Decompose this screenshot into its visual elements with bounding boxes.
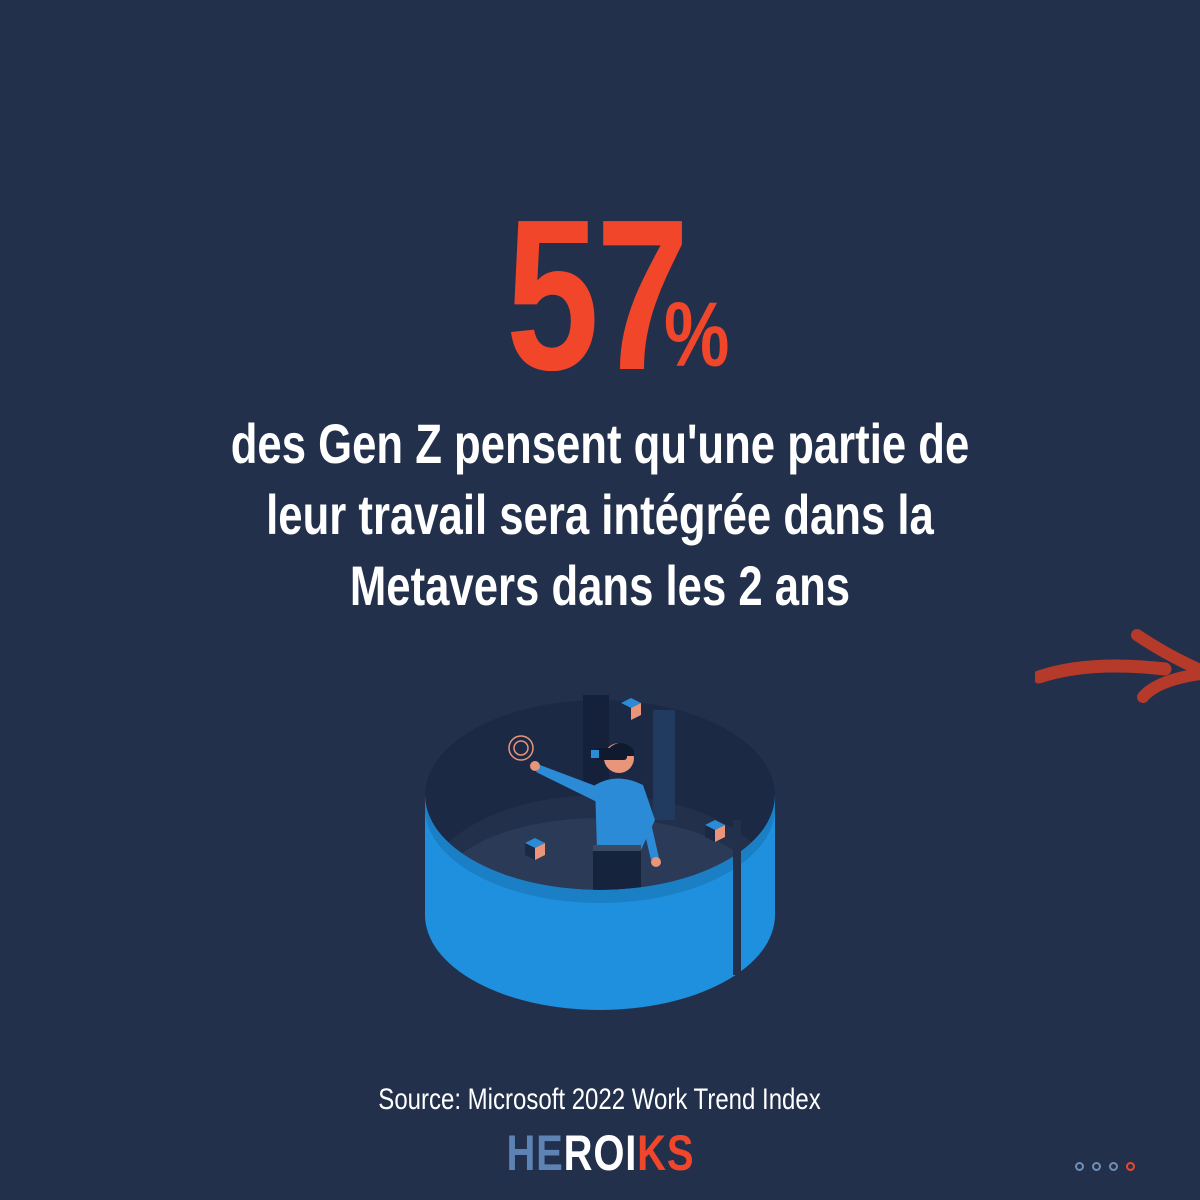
headline-line: des Gen Z pensent qu'une partie de — [230, 412, 970, 475]
page-dot-active[interactable] — [1126, 1162, 1135, 1171]
stat-percentage: 57% — [0, 174, 1200, 415]
arrow-right-icon[interactable] — [1035, 625, 1200, 705]
headline-line: leur travail sera intégrée dans la — [266, 483, 934, 546]
stat-unit: % — [663, 284, 730, 386]
stat-value: 57 — [505, 174, 688, 415]
logo-part-roi: ROI — [563, 1125, 637, 1181]
vr-person-in-cylinder-illustration — [425, 695, 775, 1010]
source-text: Source: Microsoft 2022 Work Trend Index — [378, 1083, 822, 1116]
page-indicator — [1075, 1162, 1135, 1171]
source-citation: Source: Microsoft 2022 Work Trend Index — [0, 1080, 1200, 1120]
logo-part-ks: KS — [636, 1125, 694, 1181]
logo-text: HEROIKS — [506, 1123, 694, 1183]
page-dot[interactable] — [1075, 1162, 1084, 1171]
page-dot[interactable] — [1092, 1162, 1101, 1171]
headline-line: Metavers dans les 2 ans — [349, 554, 851, 617]
page-dot[interactable] — [1109, 1162, 1118, 1171]
heroiks-logo: HEROIKS — [0, 1123, 1200, 1183]
headline: des Gen Z pensent qu'une partie de leur … — [0, 408, 1200, 621]
logo-part-he: HE — [506, 1125, 564, 1181]
